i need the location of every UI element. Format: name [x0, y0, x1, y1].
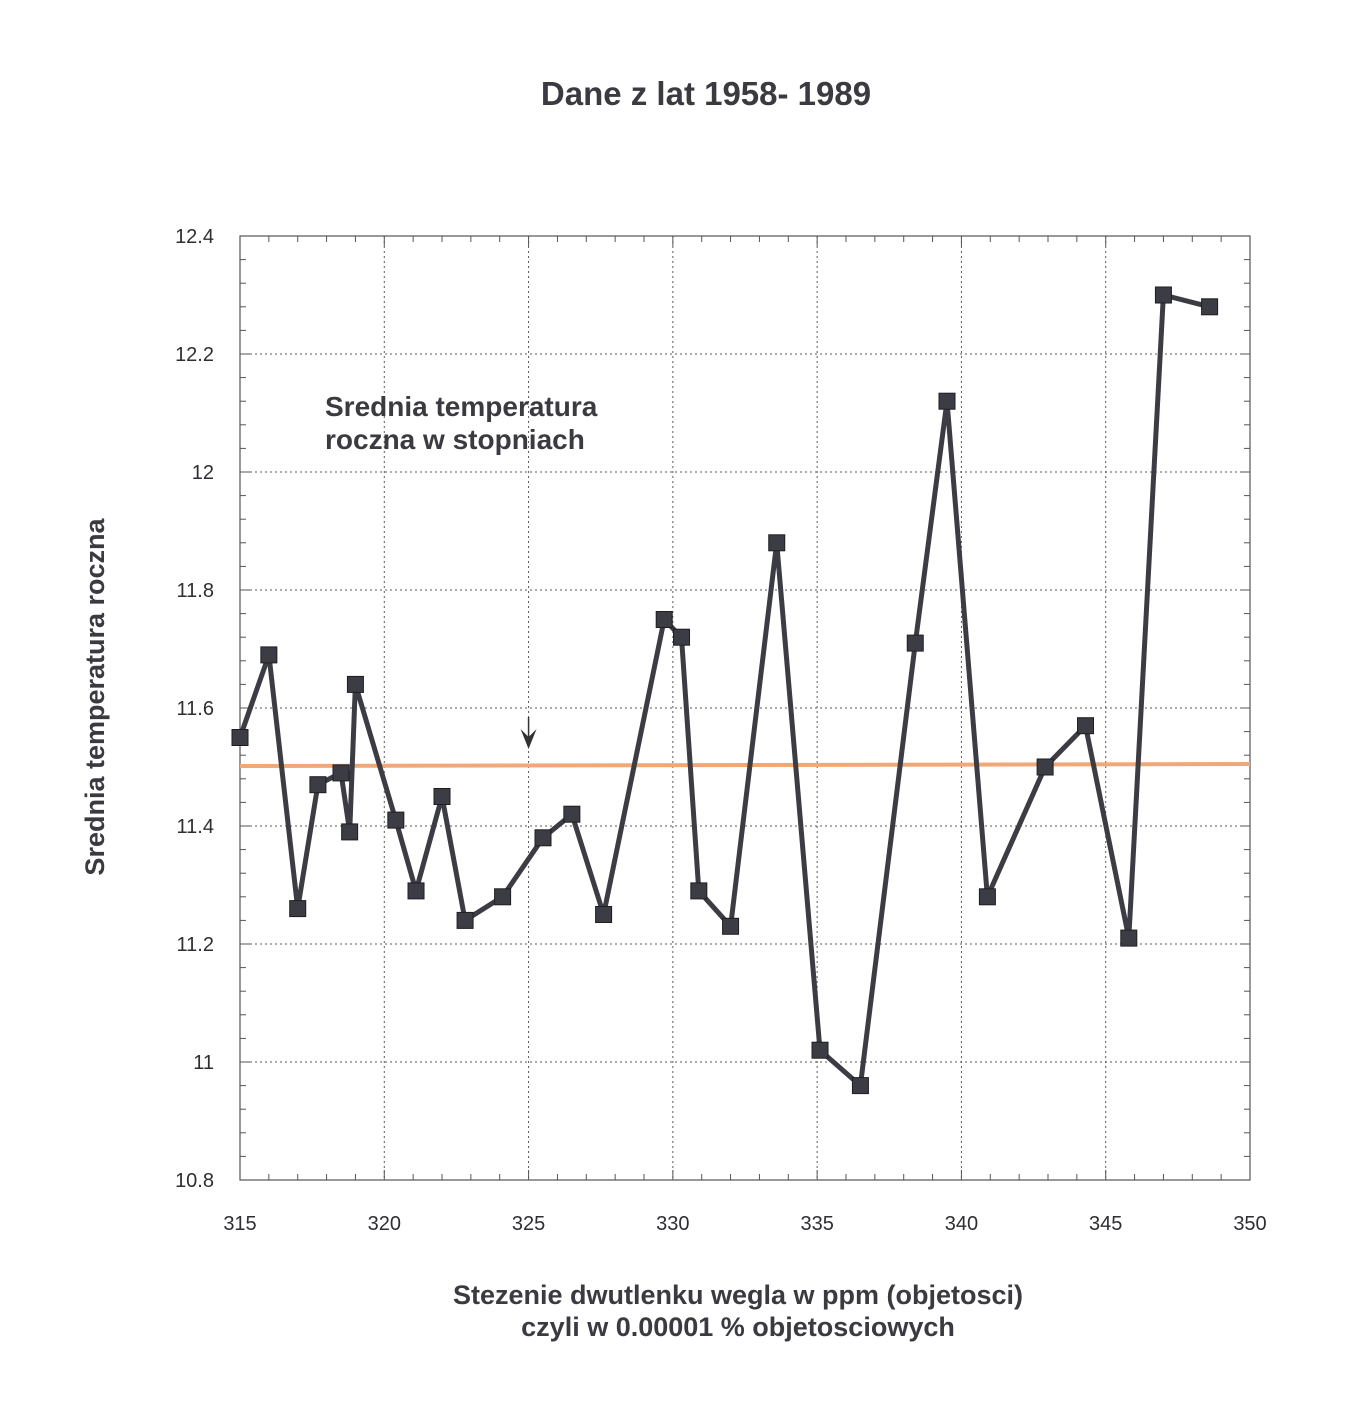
y-tick-label: 12 — [192, 462, 214, 484]
y-tick-labels: 10.8 11 11.2 11.4 11.6 11.8 12 12.2 12.4 — [175, 226, 214, 1192]
data-point — [1120, 929, 1138, 947]
data-point — [456, 911, 474, 929]
data-point — [563, 805, 581, 823]
series-line — [237, 292, 1211, 1089]
data-point — [387, 811, 405, 829]
y-tick-label: 10.8 — [175, 1170, 214, 1192]
grid — [240, 236, 1250, 1180]
data-point — [811, 1041, 829, 1059]
data-point — [346, 675, 364, 693]
x-tick-label: 340 — [945, 1213, 978, 1235]
y-tick-label: 11.2 — [177, 934, 214, 956]
data-markers — [231, 286, 1219, 1095]
y-tick-label: 11 — [193, 1052, 214, 1074]
data-point — [309, 776, 327, 794]
data-point — [655, 611, 673, 628]
chart-title: Dane z lat 1958- 1989 — [541, 75, 871, 112]
x-tick-label: 320 — [368, 1213, 401, 1235]
y-tick-label: 11.4 — [177, 816, 214, 838]
data-point — [978, 888, 996, 906]
data-point — [231, 729, 249, 746]
data-point — [906, 634, 924, 652]
arrow-marker — [520, 717, 537, 749]
data-point — [494, 888, 512, 906]
x-tick-labels: 315 320 325 330 335 340 345 350 — [223, 1213, 1266, 1235]
plot-frame — [239, 235, 1251, 1181]
data-point — [1201, 298, 1219, 316]
data-point — [595, 906, 613, 923]
x-axis-title-line-2: czyli w 0.00001 % objetosciowych — [521, 1312, 955, 1342]
annotation-line-1: Srednia temperatura — [325, 391, 598, 422]
x-tick-label: 345 — [1089, 1213, 1122, 1235]
data-point — [938, 392, 956, 410]
data-point — [690, 882, 708, 900]
data-point — [1154, 286, 1172, 304]
annotation-line-2: roczna w stopniach — [325, 424, 585, 455]
y-axis-title: Srednia temperatura roczna — [80, 517, 110, 875]
data-point — [673, 628, 691, 646]
data-point — [1077, 717, 1095, 735]
data-point — [260, 646, 278, 664]
y-tick-label: 12.2 — [175, 344, 214, 366]
data-point — [851, 1077, 869, 1095]
x-tick-label: 335 — [800, 1213, 833, 1235]
data-point — [407, 882, 425, 900]
data-point — [768, 534, 786, 552]
y-tick-label: 11.6 — [177, 698, 214, 720]
data-point — [332, 764, 350, 782]
x-tick-label: 325 — [512, 1213, 545, 1235]
x-tick-label: 350 — [1233, 1213, 1266, 1235]
reference-line-mean — [239, 762, 1251, 768]
y-tick-label: 11.8 — [177, 580, 214, 602]
x-axis-title-line-1: Stezenie dwutlenku wegla w ppm (objetosc… — [453, 1280, 1023, 1310]
data-point — [341, 823, 359, 841]
x-tick-label: 330 — [656, 1213, 689, 1235]
data-point — [534, 829, 552, 847]
x-tick-label: 315 — [223, 1213, 256, 1235]
y-tick-label: 12.4 — [175, 226, 214, 248]
data-point — [433, 788, 451, 805]
data-point — [722, 917, 740, 935]
data-point — [1036, 758, 1054, 776]
data-point — [289, 900, 307, 918]
